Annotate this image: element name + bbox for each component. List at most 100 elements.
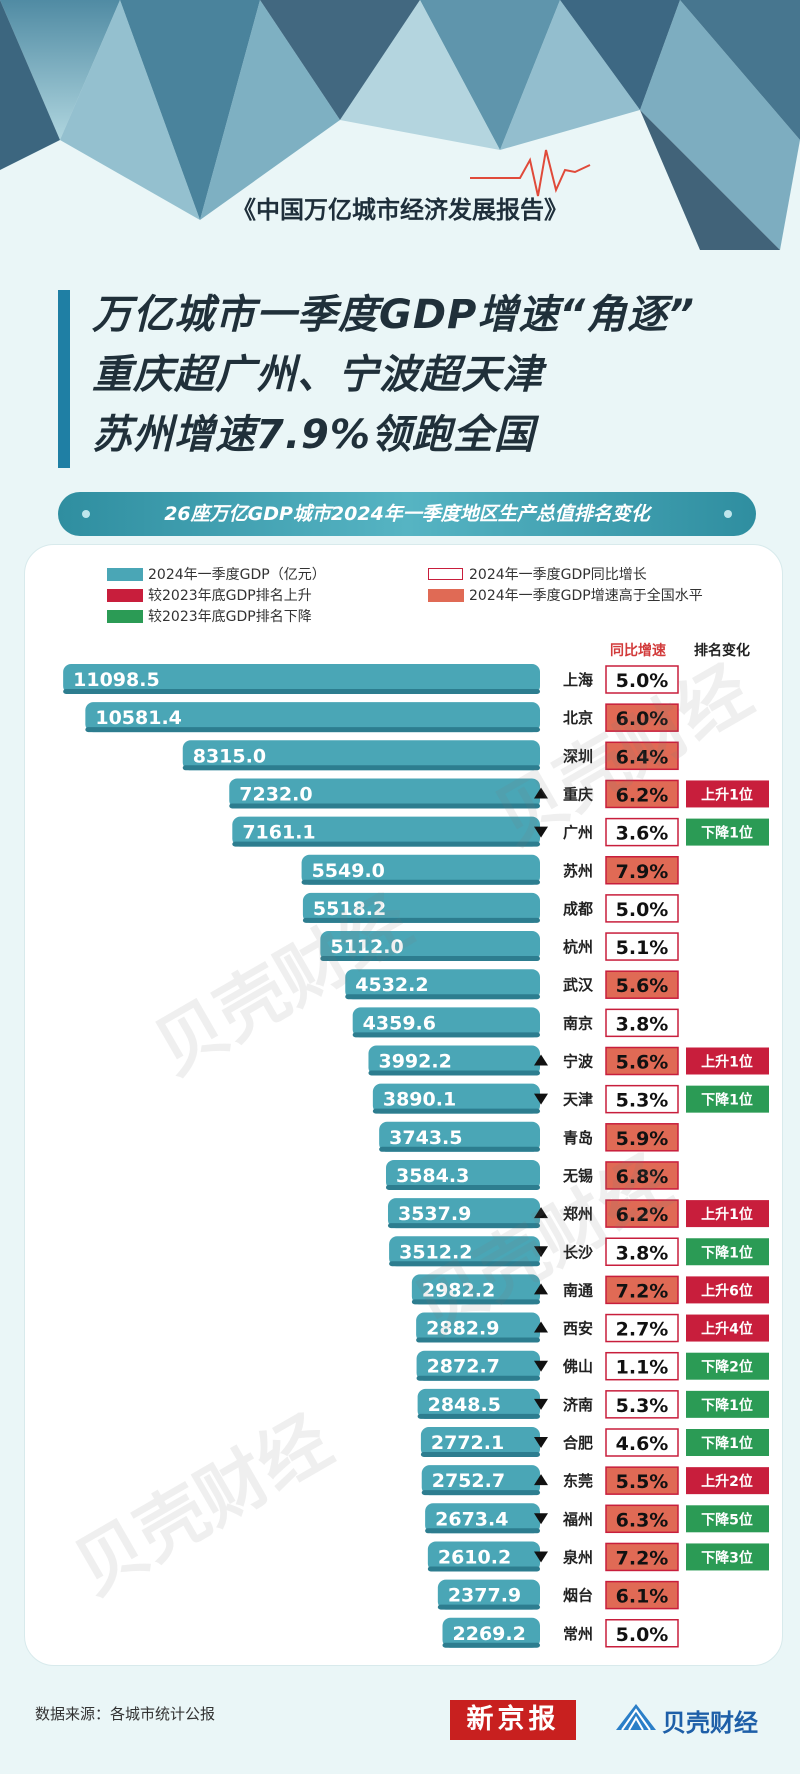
arrow-up-icon xyxy=(534,787,548,799)
growth-box xyxy=(605,1542,679,1572)
growth-value: 7.2% xyxy=(616,1280,669,1302)
bar-shade-福州 xyxy=(425,1528,540,1534)
rank-change-label: 上升1位 xyxy=(701,1206,753,1223)
growth-box xyxy=(605,1466,679,1495)
growth-value: 5.6% xyxy=(616,1052,669,1074)
bar-shade-泉州 xyxy=(427,1566,540,1572)
bar-value-label: 8315.0 xyxy=(193,745,266,767)
rank-change-label: 下降3位 xyxy=(701,1549,753,1566)
growth-value: 6.3% xyxy=(616,1509,669,1531)
arrow-up-icon xyxy=(534,1321,548,1333)
city-label: 合肥 xyxy=(562,1434,593,1452)
headline-line-2: 重庆超广州、宁波超天津 xyxy=(92,352,543,398)
arrow-down-icon xyxy=(534,1513,548,1525)
bar-value-label: 4359.6 xyxy=(363,1012,436,1034)
growth-box xyxy=(605,665,679,694)
city-label: 重庆 xyxy=(563,785,593,803)
arrow-down-icon xyxy=(534,1398,548,1410)
rank-down-badge xyxy=(686,1390,769,1418)
bar-value-label: 5549.0 xyxy=(312,860,385,882)
city-label: 青岛 xyxy=(563,1129,593,1147)
bar-value-label: 2673.4 xyxy=(435,1508,508,1530)
rank-up-badge xyxy=(686,1200,769,1228)
growth-box xyxy=(605,1504,679,1534)
rank-down-badge xyxy=(686,818,769,846)
bar-武汉 xyxy=(345,969,540,1000)
arrow-up-icon xyxy=(534,1054,548,1066)
beike-logo-text: 贝壳财经 xyxy=(662,1709,758,1737)
bar-shade-宁波 xyxy=(368,1070,540,1076)
growth-box xyxy=(605,1313,679,1343)
bar-shade-烟台 xyxy=(437,1604,540,1610)
growth-value: 3.8% xyxy=(616,1242,669,1264)
city-skyline-graphic xyxy=(0,0,800,250)
bar-shade-杭州 xyxy=(320,956,540,962)
legend-label-down: 较2023年底GDP排名下降 xyxy=(148,609,312,625)
growth-box xyxy=(605,1199,679,1228)
city-label: 南京 xyxy=(563,1014,593,1032)
bar-shade-天津 xyxy=(372,1108,540,1114)
bar-value-label: 11098.5 xyxy=(73,669,160,691)
rank-change-label: 下降1位 xyxy=(701,1092,753,1109)
bar-shade-苏州 xyxy=(301,879,540,885)
growth-box xyxy=(605,932,679,961)
bar-济南 xyxy=(417,1388,540,1419)
bar-value-label: 3890.1 xyxy=(383,1089,456,1111)
growth-box xyxy=(605,1580,679,1610)
rank-change-label: 下降2位 xyxy=(701,1359,753,1376)
arrow-up-icon xyxy=(534,1283,548,1295)
growth-box xyxy=(605,1008,679,1038)
header-banner xyxy=(0,0,800,250)
growth-box xyxy=(605,1275,679,1305)
bar-value-label: 3512.2 xyxy=(399,1241,472,1263)
city-label: 杭州 xyxy=(563,938,593,956)
growth-box xyxy=(605,779,679,809)
bar-佛山 xyxy=(416,1350,540,1381)
city-label: 泉州 xyxy=(562,1548,593,1566)
bar-value-label: 2882.9 xyxy=(426,1318,499,1340)
city-label: 南通 xyxy=(563,1281,593,1299)
growth-value: 5.3% xyxy=(616,1090,669,1112)
legend-label-gdp: 2024年一季度GDP（亿元） xyxy=(148,567,326,583)
city-label: 福州 xyxy=(562,1510,593,1528)
city-label: 武汉 xyxy=(563,976,594,994)
bar-value-label: 7161.1 xyxy=(242,822,315,844)
bar-宁波 xyxy=(368,1045,540,1076)
bar-value-label: 2872.7 xyxy=(427,1356,500,1378)
pill-dot-right xyxy=(724,510,732,518)
bar-上海 xyxy=(63,664,541,694)
pill-dot-left xyxy=(82,510,90,518)
bar-长沙 xyxy=(389,1236,540,1267)
bar-value-label: 3537.9 xyxy=(398,1203,471,1225)
rank-change-label: 下降5位 xyxy=(701,1511,753,1528)
rank-up-badge xyxy=(686,1314,769,1342)
bar-东莞 xyxy=(421,1465,540,1496)
headline-accent-bar xyxy=(58,290,70,468)
bar-value-label: 2982.2 xyxy=(422,1279,495,1301)
bar-北京 xyxy=(85,702,540,733)
arrow-up-icon xyxy=(534,1474,548,1486)
city-label: 东莞 xyxy=(563,1472,593,1490)
growth-value: 5.1% xyxy=(616,937,669,959)
arrow-down-icon xyxy=(534,1093,548,1105)
growth-box xyxy=(605,1390,679,1419)
legend-label-above: 2024年一季度GDP增速高于全国水平 xyxy=(469,588,703,604)
growth-box xyxy=(605,1237,679,1266)
city-label: 烟台 xyxy=(563,1587,593,1605)
growth-value: 6.1% xyxy=(616,1586,669,1608)
city-label: 无锡 xyxy=(562,1167,593,1185)
bar-天津 xyxy=(372,1083,540,1114)
legend-swatch-gdp xyxy=(107,568,143,581)
city-label: 郑州 xyxy=(563,1205,593,1223)
city-label: 西安 xyxy=(563,1320,593,1338)
arrow-down-icon xyxy=(534,1551,548,1563)
arrow-down-icon xyxy=(534,826,548,838)
growth-box xyxy=(605,1351,679,1381)
column-header-growth: 同比增速 xyxy=(610,643,666,659)
bar-shade-广州 xyxy=(232,841,541,847)
growth-value: 6.0% xyxy=(616,708,669,730)
growth-value: 7.2% xyxy=(616,1547,669,1569)
rank-down-badge xyxy=(686,1352,769,1380)
city-label: 深圳 xyxy=(563,747,593,765)
